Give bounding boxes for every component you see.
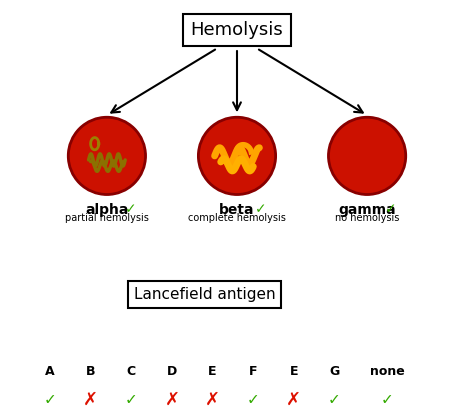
Text: ✗: ✗ [286, 391, 301, 409]
Text: A: A [45, 365, 55, 378]
Text: Lancefield antigen: Lancefield antigen [134, 287, 275, 302]
Text: ✓: ✓ [255, 202, 267, 216]
Text: C: C [127, 365, 136, 378]
Text: B: B [86, 365, 95, 378]
Text: E: E [290, 365, 298, 378]
Text: F: F [249, 365, 257, 378]
Text: ✓: ✓ [328, 392, 341, 407]
Circle shape [328, 117, 406, 194]
Text: complete hemolysis: complete hemolysis [188, 213, 286, 223]
Text: alpha: alpha [85, 204, 128, 218]
Text: Hemolysis: Hemolysis [191, 21, 283, 39]
Text: beta: beta [219, 204, 255, 218]
Text: partial hemolysis: partial hemolysis [65, 213, 149, 223]
Text: ✓: ✓ [125, 202, 137, 216]
Text: none: none [370, 365, 405, 378]
Text: ✗: ✗ [205, 391, 220, 409]
Text: gamma: gamma [338, 204, 396, 218]
Text: G: G [329, 365, 340, 378]
Text: ✗: ✗ [164, 391, 180, 409]
Circle shape [199, 117, 275, 194]
Text: ✓: ✓ [381, 392, 394, 407]
Text: E: E [209, 365, 217, 378]
Text: ✗: ✗ [83, 391, 98, 409]
Text: ✓: ✓ [385, 202, 397, 216]
Text: ✓: ✓ [247, 392, 260, 407]
Text: D: D [167, 365, 177, 378]
Text: ✓: ✓ [125, 392, 137, 407]
Circle shape [68, 117, 146, 194]
Text: no hemolysis: no hemolysis [335, 213, 399, 223]
Text: ✓: ✓ [44, 392, 56, 407]
